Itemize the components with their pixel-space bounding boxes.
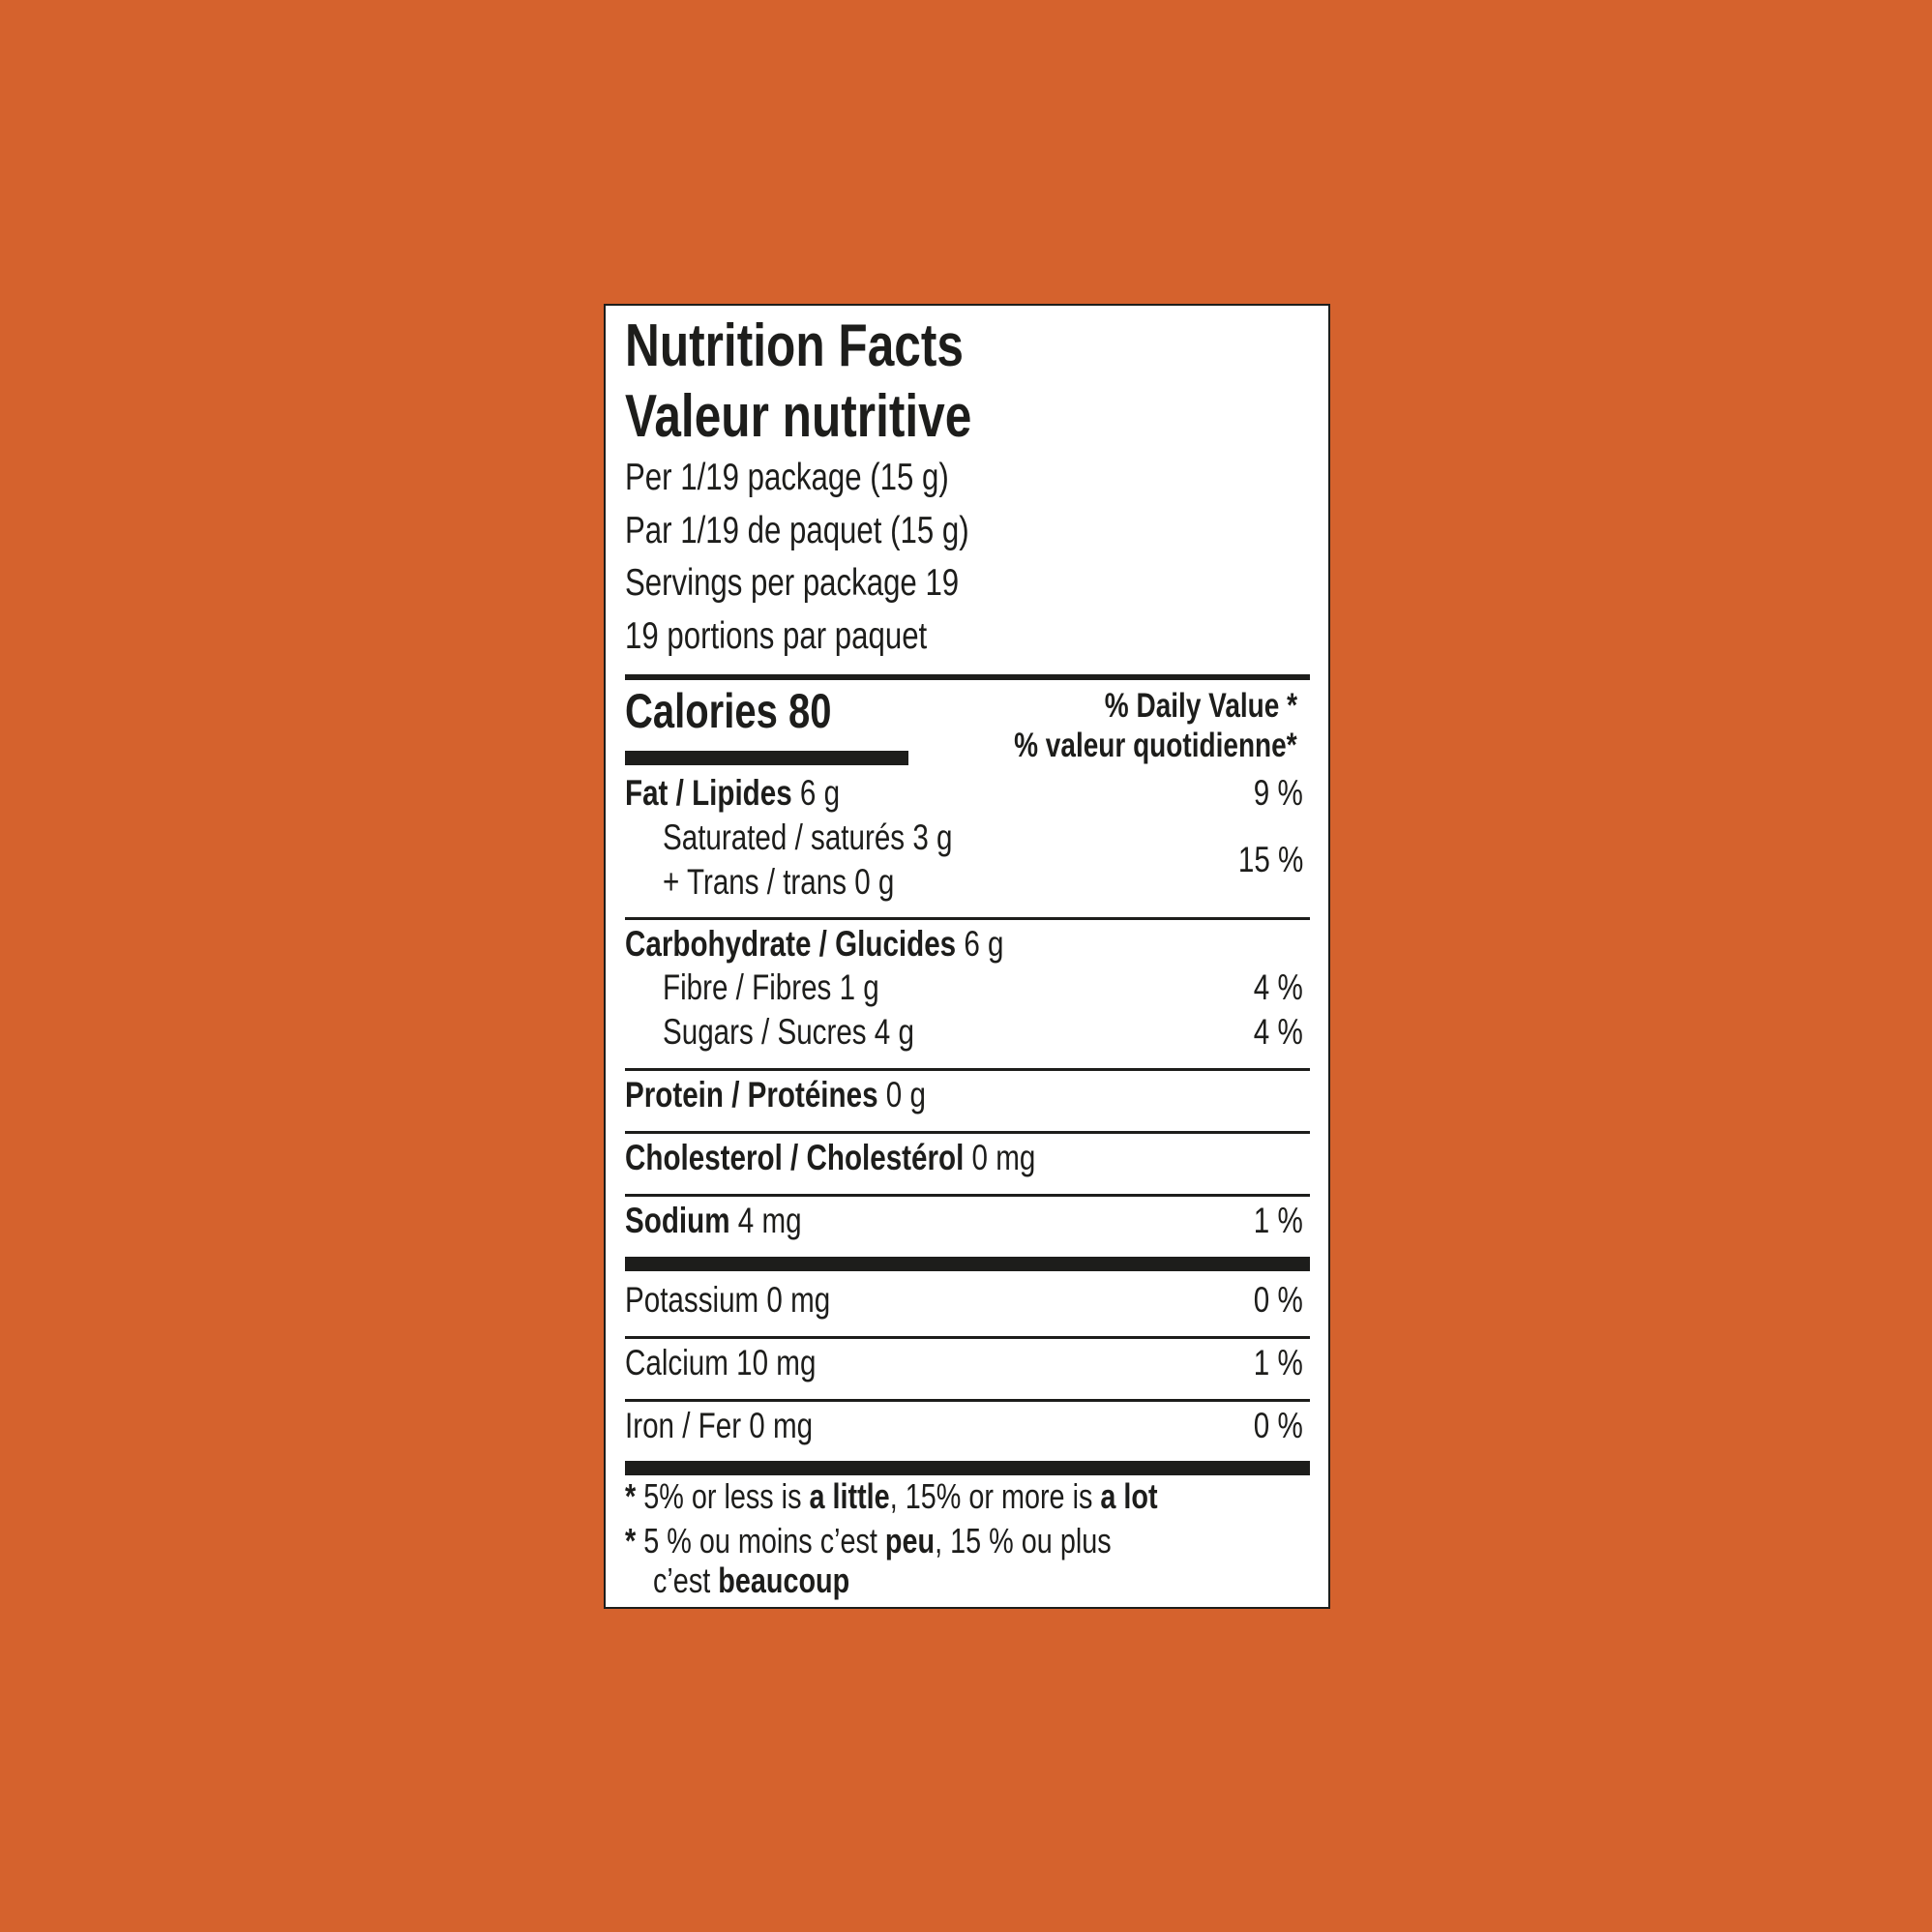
title-fr: Valeur nutritive: [625, 383, 972, 450]
calories: Calories 80: [625, 684, 832, 738]
nutrient-trans: + Trans / trans 0 g: [663, 862, 895, 902]
nutrition-facts-label: [604, 304, 1330, 1609]
serving-size-fr: Par 1/19 de paquet (15 g): [625, 510, 969, 551]
thick-divider: [625, 1461, 1310, 1475]
footnote-fr: * 5 % ou moins c’est peu, 15 % ou plus: [625, 1521, 1112, 1560]
footnote-fr-cont: c’est beaucoup: [653, 1560, 850, 1600]
nutrient-calcium: Calcium 10 mg 1 %: [625, 1343, 1303, 1382]
footnote-en: * 5% or less is a little, 15% or more is…: [625, 1476, 1158, 1516]
divider: [625, 1194, 1310, 1197]
servings-en: Servings per package 19: [625, 562, 960, 604]
nutrient-carbohydrate: Carbohydrate / Glucides 6 g: [625, 924, 1004, 964]
thick-divider: [625, 1257, 1310, 1271]
divider: [625, 1336, 1310, 1339]
nutrient-protein: Protein / Protéines 0 g: [625, 1075, 926, 1115]
thick-divider: [625, 674, 1310, 680]
title-en: Nutrition Facts: [625, 312, 964, 379]
calories-bar: [625, 751, 908, 765]
servings-fr: 19 portions par paquet: [625, 615, 928, 657]
nutrient-cholesterol: Cholesterol / Cholestérol 0 mg: [625, 1138, 1036, 1177]
nutrient-potassium: Potassium 0 mg 0 %: [625, 1280, 1303, 1320]
divider: [625, 1131, 1310, 1134]
nutrient-saturated: Saturated / saturés 3 g: [663, 817, 953, 857]
divider: [625, 917, 1310, 920]
nutrient-sodium: Sodium 4 mg 1 %: [625, 1201, 1303, 1240]
divider: [625, 1068, 1310, 1071]
serving-size-en: Per 1/19 package (15 g): [625, 457, 949, 498]
nutrient-iron: Iron / Fer 0 mg 0 %: [625, 1406, 1303, 1445]
divider: [625, 1399, 1310, 1402]
